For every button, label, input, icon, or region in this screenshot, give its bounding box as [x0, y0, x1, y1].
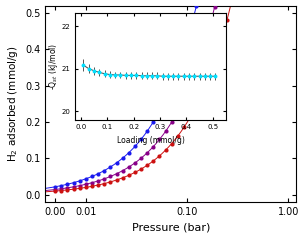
Point — [132, 144, 137, 148]
Point — [145, 129, 150, 133]
Point — [90, 184, 95, 188]
Point — [188, 28, 192, 32]
Point — [59, 184, 64, 188]
Point — [96, 179, 101, 183]
Point — [218, 40, 223, 44]
Point — [96, 172, 101, 176]
Point — [138, 167, 143, 171]
Point — [90, 174, 95, 178]
Point — [151, 120, 156, 124]
Point — [200, 91, 205, 95]
Point — [126, 174, 131, 177]
Point — [83, 177, 88, 181]
Point — [181, 125, 186, 129]
Point — [114, 178, 119, 182]
Point — [108, 165, 113, 169]
Point — [157, 154, 162, 158]
Point — [102, 177, 107, 181]
Point — [181, 97, 186, 101]
Point — [102, 169, 107, 173]
Point — [126, 151, 131, 155]
Point — [157, 138, 162, 141]
Point — [59, 189, 64, 193]
Point — [71, 185, 76, 189]
Point — [126, 165, 131, 169]
Point — [175, 134, 180, 138]
Point — [151, 159, 156, 163]
X-axis label: Pressure (bar): Pressure (bar) — [132, 223, 210, 233]
Point — [138, 137, 143, 141]
Point — [53, 189, 58, 193]
Point — [120, 156, 125, 160]
Point — [132, 170, 137, 174]
Point — [71, 181, 76, 185]
Point — [120, 169, 125, 173]
Point — [114, 161, 119, 165]
Point — [151, 145, 156, 149]
Point — [157, 109, 162, 113]
Point — [194, 67, 199, 71]
Point — [59, 187, 64, 191]
Point — [194, 5, 199, 8]
Point — [212, 60, 217, 63]
Point — [181, 49, 186, 53]
Point — [77, 186, 82, 190]
Point — [71, 187, 76, 191]
Point — [175, 67, 180, 71]
Point — [102, 182, 107, 185]
Point — [120, 176, 125, 180]
Y-axis label: H$_2$ adsorbed (mmol/g): H$_2$ adsorbed (mmol/g) — [5, 45, 20, 162]
Point — [53, 188, 58, 191]
Point — [83, 182, 88, 186]
Point — [206, 76, 211, 80]
Point — [163, 129, 168, 133]
Point — [114, 172, 119, 176]
Point — [77, 184, 82, 188]
Point — [169, 120, 174, 124]
Point — [145, 163, 150, 167]
Point — [108, 174, 113, 178]
Point — [169, 142, 174, 145]
Point — [194, 104, 199, 108]
Point — [65, 186, 70, 190]
Point — [53, 185, 58, 189]
Point — [212, 5, 217, 9]
Point — [188, 115, 192, 119]
Point — [175, 109, 180, 113]
Point — [200, 49, 205, 53]
Point — [90, 181, 95, 185]
Point — [108, 180, 113, 184]
Point — [206, 28, 211, 32]
Point — [163, 97, 168, 101]
Point — [65, 188, 70, 192]
Point — [77, 179, 82, 183]
Point — [169, 83, 174, 87]
Point — [132, 161, 137, 165]
Point — [83, 185, 88, 189]
Point — [163, 148, 168, 152]
Point — [188, 83, 192, 87]
Point — [145, 151, 150, 155]
Point — [138, 156, 143, 160]
Point — [224, 18, 229, 22]
Point — [65, 182, 70, 186]
Point — [96, 183, 101, 187]
